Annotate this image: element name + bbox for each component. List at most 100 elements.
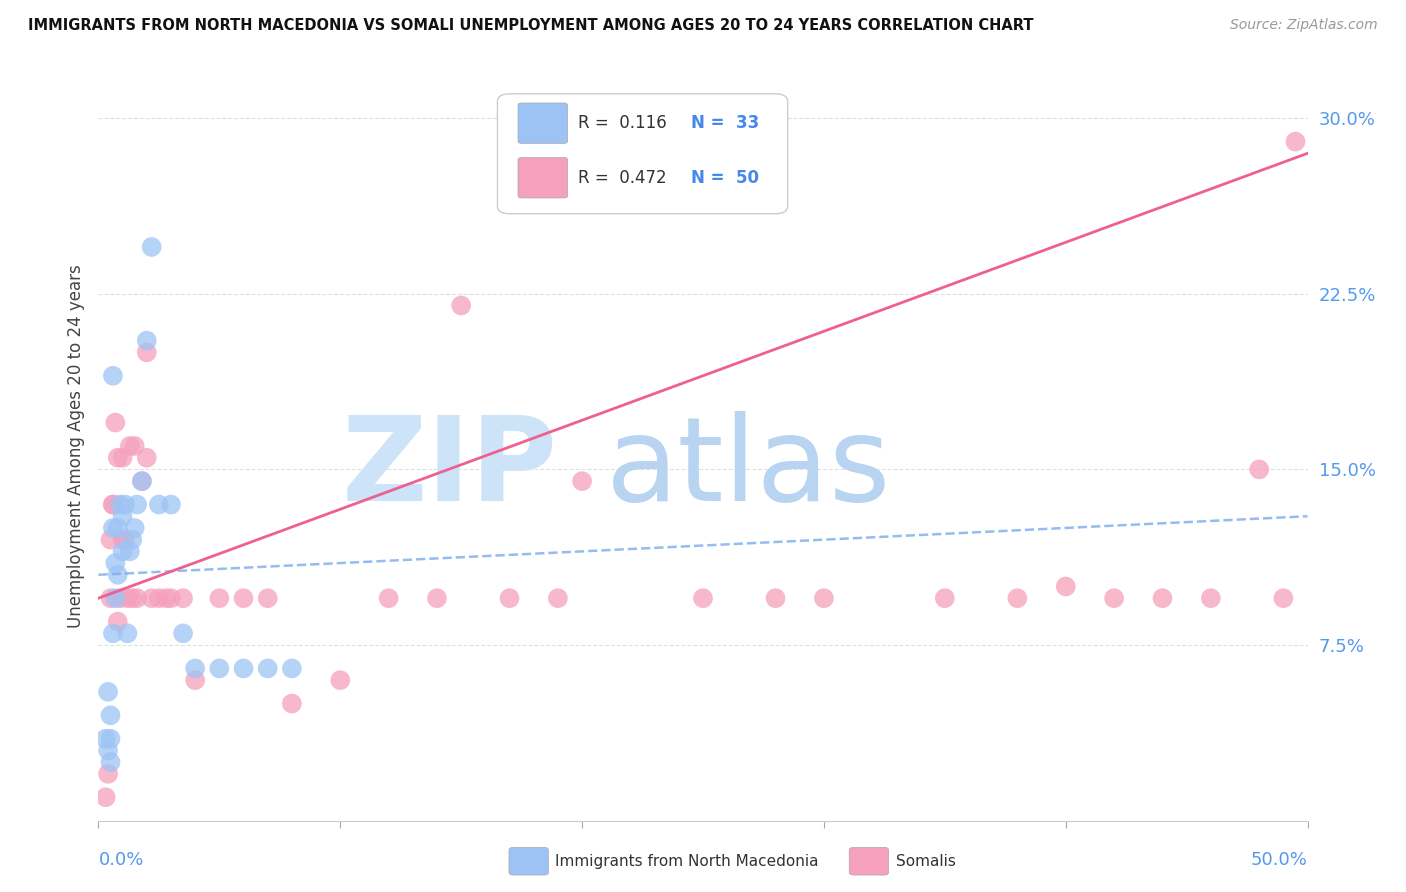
FancyBboxPatch shape (517, 103, 568, 144)
Y-axis label: Unemployment Among Ages 20 to 24 years: Unemployment Among Ages 20 to 24 years (66, 264, 84, 628)
Text: ZIP: ZIP (342, 411, 558, 526)
Point (1152, 591, 1174, 606)
Point (281, 661, 304, 675)
Point (104, 556, 127, 570)
Point (101, 498, 124, 512)
Point (1054, 580, 1077, 594)
Point (127, 498, 149, 512)
Point (101, 498, 124, 512)
Point (117, 591, 139, 606)
Point (571, 474, 593, 488)
Point (118, 439, 141, 453)
Point (97, 767, 120, 781)
Point (498, 591, 520, 606)
Point (172, 626, 194, 640)
Text: R =  0.472: R = 0.472 (578, 169, 666, 186)
Point (101, 368, 124, 383)
Point (101, 626, 124, 640)
Point (135, 345, 157, 359)
Point (131, 474, 153, 488)
Point (281, 697, 304, 711)
Point (1249, 462, 1271, 476)
Point (184, 673, 207, 688)
Text: N =  50: N = 50 (690, 169, 759, 186)
Point (135, 450, 157, 465)
Point (813, 591, 835, 606)
Point (450, 298, 472, 313)
Point (256, 661, 278, 675)
Point (107, 521, 129, 535)
Point (108, 498, 131, 512)
Point (104, 416, 127, 430)
Point (127, 591, 149, 606)
Point (121, 533, 143, 547)
Text: atlas: atlas (606, 411, 891, 526)
Text: IMMIGRANTS FROM NORTH MACEDONIA VS SOMALI UNEMPLOYMENT AMONG AGES 20 TO 24 YEARS: IMMIGRANTS FROM NORTH MACEDONIA VS SOMAL… (28, 18, 1033, 33)
Point (100, 755, 122, 769)
Point (148, 498, 170, 512)
FancyBboxPatch shape (509, 847, 548, 875)
Point (160, 591, 183, 606)
Point (111, 533, 134, 547)
Point (765, 591, 787, 606)
Point (111, 450, 134, 465)
FancyBboxPatch shape (498, 94, 787, 214)
FancyBboxPatch shape (849, 847, 889, 875)
Point (114, 533, 136, 547)
Point (100, 533, 122, 547)
Point (101, 521, 124, 535)
Text: N =  33: N = 33 (690, 114, 759, 132)
Point (1102, 591, 1125, 606)
Point (184, 661, 207, 675)
Point (934, 591, 956, 606)
Text: Immigrants from North Macedonia: Immigrants from North Macedonia (555, 854, 818, 869)
Point (131, 474, 153, 488)
Text: R =  0.116: R = 0.116 (578, 114, 668, 132)
Point (1272, 591, 1295, 606)
Point (94, 731, 117, 746)
Point (208, 591, 231, 606)
Point (160, 498, 183, 512)
Point (329, 673, 352, 688)
Point (107, 567, 129, 582)
Point (1199, 591, 1222, 606)
Point (100, 591, 122, 606)
Point (208, 661, 231, 675)
Point (121, 591, 143, 606)
Point (124, 439, 146, 453)
Text: Source: ZipAtlas.com: Source: ZipAtlas.com (1230, 18, 1378, 32)
Point (111, 509, 134, 524)
Point (111, 544, 134, 558)
Point (547, 591, 569, 606)
Point (94, 790, 117, 805)
Point (256, 591, 278, 606)
Point (114, 498, 136, 512)
Point (155, 591, 177, 606)
Text: Somalis: Somalis (896, 854, 956, 869)
Point (172, 591, 194, 606)
Point (104, 591, 127, 606)
Point (97, 685, 120, 699)
Point (1284, 135, 1306, 149)
Point (117, 626, 139, 640)
Point (107, 450, 129, 465)
Point (100, 731, 122, 746)
Point (97, 743, 120, 757)
Point (377, 591, 399, 606)
Point (232, 661, 254, 675)
Text: 50.0%: 50.0% (1251, 851, 1308, 869)
Point (100, 708, 122, 723)
Point (1007, 591, 1029, 606)
Point (141, 240, 163, 254)
Point (118, 544, 141, 558)
Point (232, 591, 254, 606)
Point (426, 591, 449, 606)
Point (124, 521, 146, 535)
Text: 0.0%: 0.0% (98, 851, 143, 869)
FancyBboxPatch shape (517, 158, 568, 198)
Point (692, 591, 714, 606)
Point (135, 334, 157, 348)
Point (108, 591, 131, 606)
Point (141, 591, 163, 606)
Point (148, 591, 170, 606)
